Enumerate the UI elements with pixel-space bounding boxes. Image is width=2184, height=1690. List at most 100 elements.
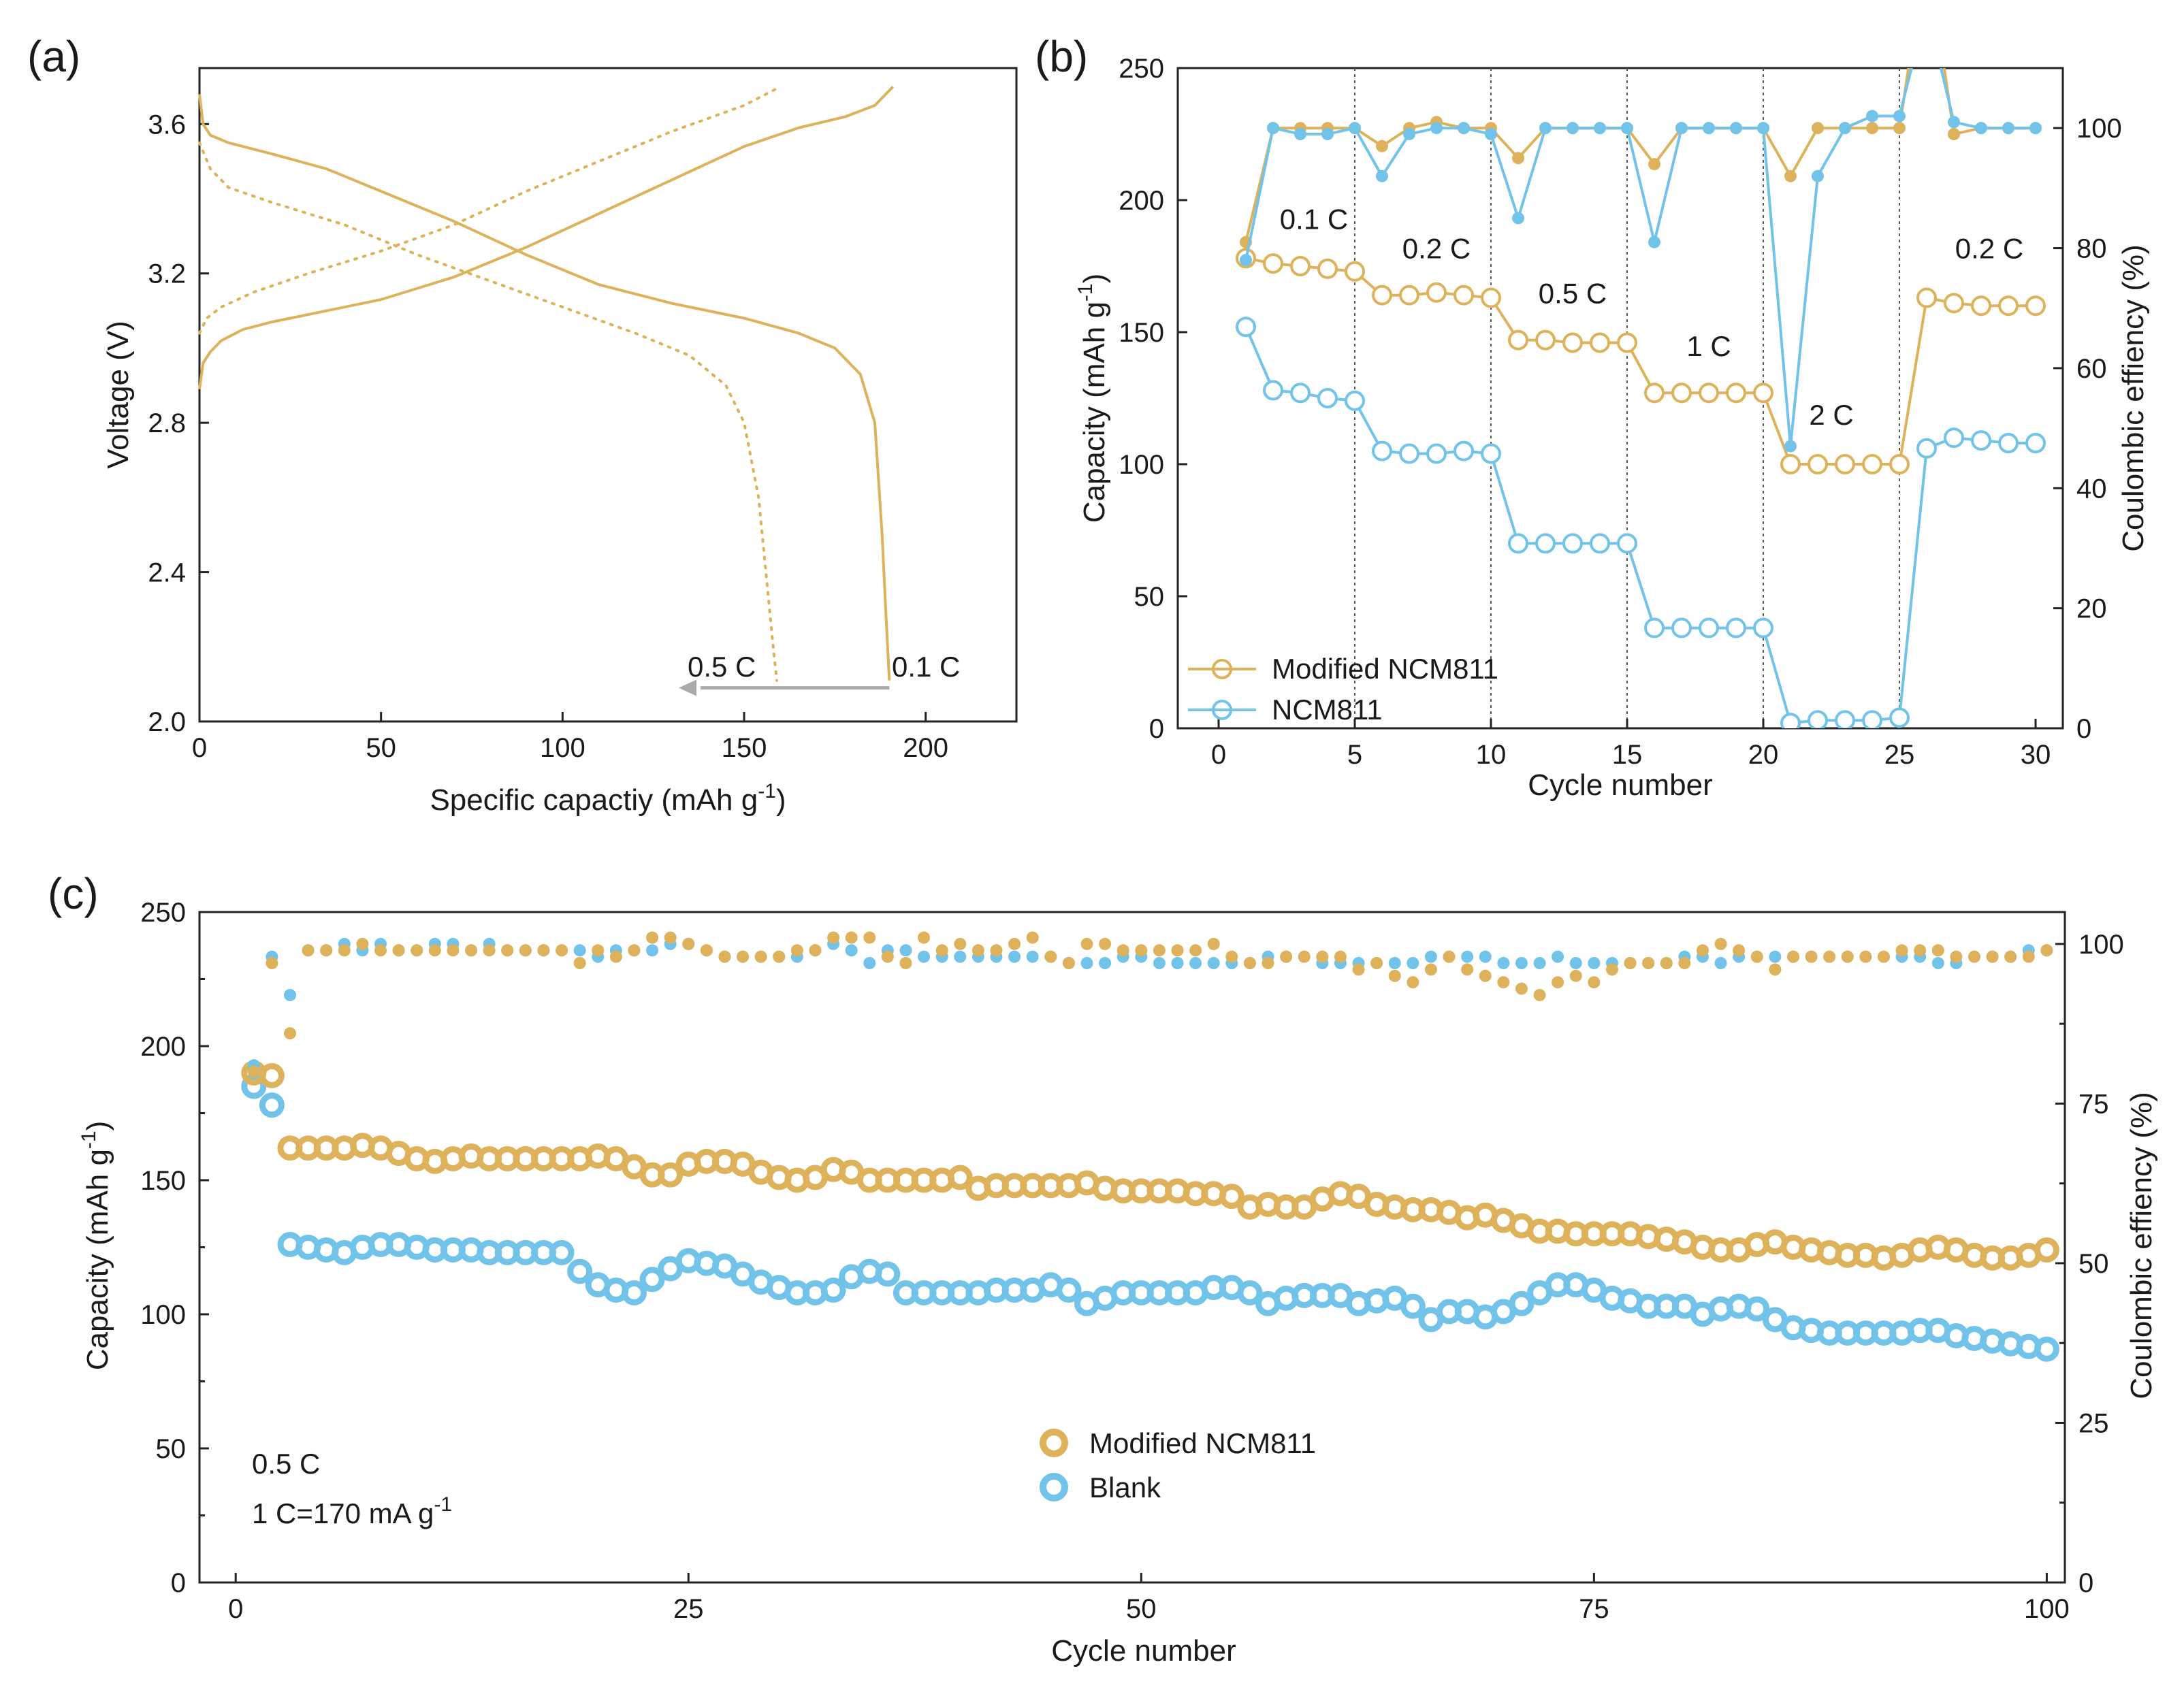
chart-b-capacity-point xyxy=(1481,443,1501,464)
chart-c-ce-point xyxy=(2022,950,2035,963)
chart-a-ytick-label: 2.0 xyxy=(148,707,186,737)
chart-c-ce-point xyxy=(1859,950,1872,963)
chart-c: 0 25 50 75 100 0 50 100 150 200 250 0 25 50 75 100 0.5 … xyxy=(78,898,2158,1668)
chart-b-capacity-point xyxy=(1808,710,1828,728)
chart-b-capacity-point xyxy=(1317,388,1338,408)
chart-b-ce-point xyxy=(1812,169,1824,182)
chart-b-ytick-label: 0 xyxy=(1149,714,1164,744)
chart-c-ce-point xyxy=(1605,963,1618,976)
chart-c-ce-point xyxy=(1895,944,1908,957)
chart-c-ce-point xyxy=(1026,931,1039,944)
chart-c-ce-point xyxy=(609,950,622,963)
chart-a-ytick-label: 2.4 xyxy=(148,558,186,588)
chart-b-ytick-label: 200 xyxy=(1119,186,1164,216)
chart-b-ce-point xyxy=(1240,254,1252,267)
chart-c-ce-point xyxy=(1588,957,1601,970)
chart-c-capacity-point xyxy=(549,1239,575,1265)
chart-a-curve-1 xyxy=(198,94,891,681)
chart-c-capacity-point xyxy=(621,1280,647,1305)
chart-c-ce-point xyxy=(1552,976,1564,989)
chart-c-ylabel-main: Capacity (mAh g xyxy=(81,1149,114,1370)
chart-c-ce-point xyxy=(1008,937,1021,950)
chart-b-ce-point xyxy=(1839,122,1851,135)
chart-c-ce-point xyxy=(1189,944,1202,957)
chart-a-label-0.1C: 0.1 C xyxy=(892,651,960,683)
chart-a-xtick-label: 150 xyxy=(722,733,767,763)
chart-c-ce-point xyxy=(1334,950,1347,963)
chart-b-ytick-label: 250 xyxy=(1119,54,1164,84)
chart-b-ylabel-sup: -1 xyxy=(1074,283,1097,302)
chart-c-ytick-label: 100 xyxy=(140,1300,186,1330)
chart-c-ylabel: Capacity (mAh g-1) xyxy=(78,1121,114,1371)
chart-a-ylabel: Voltage (V) xyxy=(101,321,135,469)
chart-c-ce-point xyxy=(700,944,713,957)
chart-c-ytick-right-label: 0 xyxy=(2078,1568,2093,1598)
chart-c-data xyxy=(241,931,2059,1362)
chart-c-ce-point xyxy=(954,937,967,950)
chart-c-ce-point xyxy=(1424,950,1437,963)
chart-c-ce-point xyxy=(1479,950,1492,963)
chart-b-capacity-point xyxy=(1372,440,1392,461)
chart-c-capacity-point xyxy=(639,1267,665,1293)
chart-c-capacity-point xyxy=(567,1258,593,1284)
chart-b-ce-point xyxy=(1458,122,1470,135)
chart-c-ce-point xyxy=(918,950,931,963)
chart-b-capacity-point xyxy=(1644,617,1665,638)
chart-b-capacity-point xyxy=(1290,256,1311,276)
chart-c-ce-point xyxy=(411,944,423,957)
chart-c-capacity-point xyxy=(1744,1296,1770,1322)
chart-b-ce-point xyxy=(1539,122,1552,135)
chart-b-ylabel-right: Coulombic effiency (%) xyxy=(2117,244,2150,552)
chart-c-ce-point xyxy=(320,944,333,957)
chart-c-ce-point xyxy=(1642,957,1655,970)
chart-b-capacity-point xyxy=(1971,430,1991,451)
chart-c-ce-point xyxy=(1189,957,1202,970)
chart-b-ce-point xyxy=(1376,140,1388,152)
chart-c-ce-point xyxy=(1678,957,1691,970)
chart-c-ce-point xyxy=(392,944,405,957)
chart-b-ce-point xyxy=(1812,122,1824,135)
chart-c-ce-point xyxy=(1153,957,1166,970)
chart-b-capacity-point xyxy=(1889,454,1910,474)
chart-c-ce-point xyxy=(1026,950,1039,963)
chart-c-ce-point xyxy=(1135,944,1148,957)
chart-b-capacity-point xyxy=(1808,454,1828,474)
chart-c-capacity-point xyxy=(259,1092,285,1118)
chart-b-ce-point xyxy=(1349,122,1361,135)
chart-b-ce-point xyxy=(1893,122,1906,135)
chart-c-ce-point xyxy=(573,957,586,970)
chart-c-ce-point xyxy=(1569,957,1582,970)
chart-c-ce-point xyxy=(1786,950,1799,963)
chart-c-ce-point xyxy=(790,944,803,957)
chart-c-ylabel-end: ) xyxy=(81,1121,114,1131)
chart-b-ytick-right-label: 0 xyxy=(2076,714,2091,744)
chart-b-ce-point xyxy=(1730,122,1742,135)
chart-c-ce-point xyxy=(1044,950,1057,963)
chart-b-capacity-point xyxy=(1835,710,1855,728)
chart-c-ce-point xyxy=(1986,950,1999,963)
legend-modified-marker xyxy=(1212,659,1232,679)
chart-c-xtick-label: 50 xyxy=(1126,1594,1157,1624)
chart-c-ce-point xyxy=(1823,950,1836,963)
chart-b-capacity-point xyxy=(1644,383,1665,404)
chart-b-capacity-point xyxy=(1971,295,1991,316)
chart-c-ce-point xyxy=(1262,957,1274,970)
chart-c-ce-point xyxy=(537,944,550,957)
chart-b-capacity-point xyxy=(1998,295,2019,316)
chart-b-data xyxy=(1236,68,2046,728)
chart-c-ce-point xyxy=(1515,982,1528,995)
chart-c-ce-point xyxy=(1407,976,1419,989)
chart-b-rate-label: 0.1 C xyxy=(1280,204,1348,235)
chart-c-ce-point xyxy=(1207,957,1220,970)
chart-c-ce-point xyxy=(935,944,948,957)
chart-c-definition-sup: -1 xyxy=(434,1493,452,1516)
chart-a-ytick-label: 3.6 xyxy=(148,110,186,140)
chart-c-ce-point xyxy=(1153,944,1166,957)
chart-c-ce-point xyxy=(1388,957,1401,970)
chart-c-ce-point xyxy=(845,944,858,957)
chart-c-ce-point xyxy=(773,950,786,963)
chart-b-ytick-right-label: 60 xyxy=(2076,354,2107,384)
chart-c-ce-point xyxy=(1624,957,1637,970)
chart-b-ce-point xyxy=(1975,122,1987,135)
